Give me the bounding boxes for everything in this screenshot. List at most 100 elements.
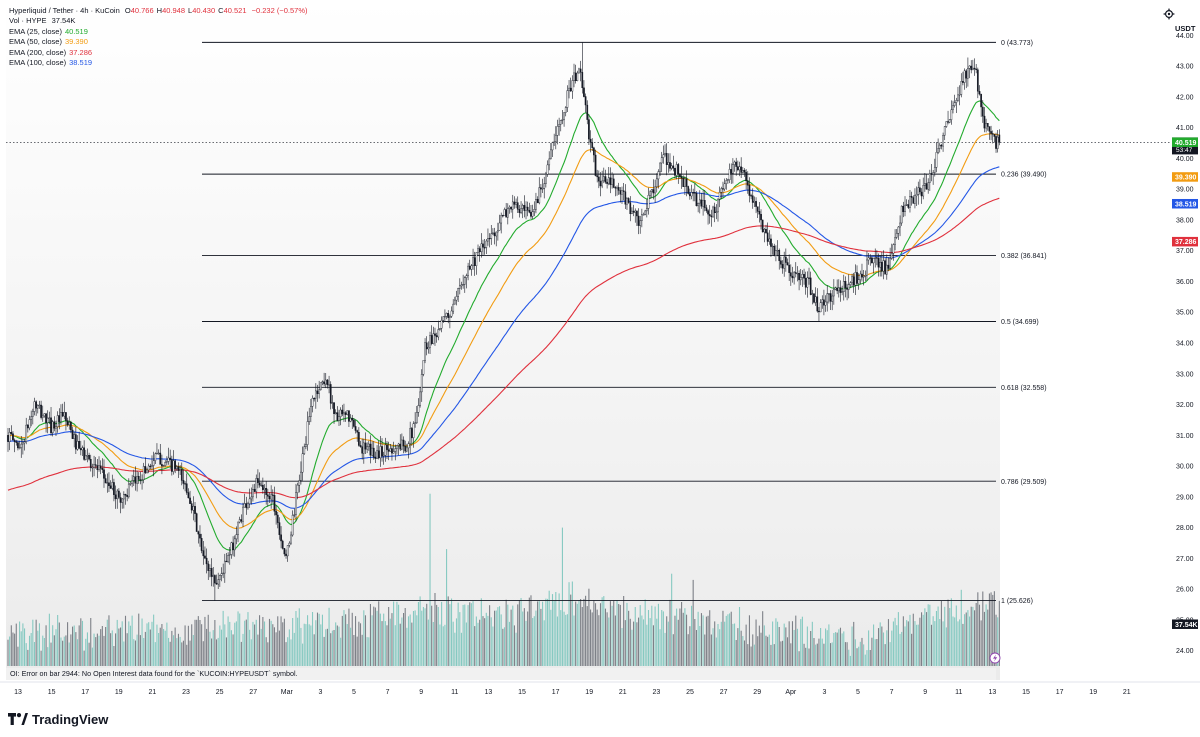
candle-body xyxy=(339,409,342,418)
ohlc-key-h: H xyxy=(156,6,163,15)
volume-bar xyxy=(379,613,381,666)
indicator-row[interactable]: EMA (100, close) 38.519 xyxy=(9,58,307,68)
candle-body xyxy=(65,412,67,421)
volume-bar xyxy=(914,621,916,666)
candle-body xyxy=(730,169,733,174)
volume-bar xyxy=(416,615,418,666)
volume-bar xyxy=(869,650,871,666)
ohlc-key-l: L xyxy=(188,6,193,15)
candle-body xyxy=(540,187,542,190)
time-tick-label: 19 xyxy=(115,689,123,696)
symbol-row[interactable]: Hyperliquid / Tether · 4h · KuCoin O40.7… xyxy=(9,6,307,16)
volume-bar xyxy=(843,631,845,666)
volume-bar xyxy=(403,613,405,666)
candle-body xyxy=(869,257,872,259)
volume-bar xyxy=(720,621,722,666)
candle-body xyxy=(113,482,115,495)
candle-body xyxy=(354,426,357,431)
volume-bar xyxy=(412,611,415,666)
candle-body xyxy=(505,209,508,218)
volume-bar xyxy=(361,634,363,666)
volume-bars xyxy=(7,493,1000,666)
volume-bar xyxy=(103,635,105,666)
candle-body xyxy=(498,222,501,231)
currency-label: USDT xyxy=(1175,24,1196,33)
volume-bar xyxy=(973,610,976,666)
candle-body xyxy=(526,206,529,211)
candle-body xyxy=(56,415,59,428)
volume-legend-row[interactable]: Vol · HYPE 37.54K xyxy=(9,16,307,26)
volume-bar xyxy=(881,626,883,666)
symbol-title[interactable]: Hyperliquid / Tether · 4h · KuCoin xyxy=(9,6,120,15)
candle-body xyxy=(545,173,547,184)
candle-body xyxy=(303,446,306,454)
volume-bar xyxy=(40,650,42,666)
candle-body xyxy=(917,187,920,195)
chart-settings-icon[interactable] xyxy=(1163,7,1175,20)
volume-bar xyxy=(336,625,338,666)
candle-body xyxy=(189,497,191,504)
candle-body xyxy=(260,484,263,487)
indicator-row[interactable]: EMA (25, close) 40.519 xyxy=(9,27,307,37)
volume-bar xyxy=(417,602,419,666)
volume-bar xyxy=(904,626,906,666)
volume-bar xyxy=(518,600,520,666)
candle-body xyxy=(275,511,277,516)
candle-body xyxy=(591,142,594,148)
candle-body xyxy=(781,264,784,269)
volume-bar xyxy=(818,638,820,666)
candle-body xyxy=(601,180,603,187)
volume-bar xyxy=(631,629,633,666)
fib-level-label: 0.236 (39.490) xyxy=(1001,172,1047,179)
candle-body xyxy=(659,162,661,172)
candle-body xyxy=(559,119,562,125)
candle-body xyxy=(846,287,848,290)
time-tick-label: 7 xyxy=(890,689,894,696)
volume-bar xyxy=(517,604,519,666)
volume-bar xyxy=(995,614,997,666)
volume-bar xyxy=(452,621,454,666)
candle-body xyxy=(687,186,690,194)
price-axis-badge-text: 40.519 xyxy=(1175,140,1197,147)
candle-body xyxy=(217,579,220,585)
candle-body xyxy=(316,390,319,394)
volume-bar xyxy=(916,624,918,666)
candle-body xyxy=(876,257,878,259)
volume-bar xyxy=(68,642,70,666)
volume-bar xyxy=(381,621,383,666)
candle-body xyxy=(882,260,885,272)
volume-bar xyxy=(93,633,95,666)
lightning-icon[interactable] xyxy=(989,652,1001,664)
volume-bar xyxy=(33,642,36,666)
volume-bar xyxy=(351,612,353,666)
volume-bar xyxy=(729,613,731,666)
volume-bar xyxy=(949,608,951,666)
candle-body xyxy=(382,454,385,457)
volume-bar xyxy=(674,615,676,666)
tradingview-logo[interactable]: TradingView xyxy=(8,711,108,727)
volume-bar xyxy=(163,629,165,666)
indicator-row[interactable]: EMA (50, close) 39.390 xyxy=(9,37,307,47)
volume-bar xyxy=(940,600,942,666)
candle-body xyxy=(528,210,531,213)
volume-bar xyxy=(945,627,947,666)
candle-body xyxy=(725,180,728,184)
volume-bar xyxy=(772,621,774,666)
candle-body xyxy=(439,328,441,330)
candle-body xyxy=(455,296,458,301)
volume-bar xyxy=(63,636,65,666)
indicator-row[interactable]: EMA (200, close) 37.286 xyxy=(9,48,307,58)
candle-body xyxy=(401,439,403,450)
volume-bar xyxy=(22,623,24,666)
volume-bar xyxy=(829,643,832,666)
candle-body xyxy=(465,275,468,278)
volume-bar xyxy=(638,617,640,666)
price-axis-badge-text: 37.54K xyxy=(1175,622,1198,629)
volume-bar xyxy=(801,616,803,666)
volume-bar xyxy=(384,621,386,666)
volume-bar xyxy=(184,625,186,666)
candle-body xyxy=(175,466,178,469)
volume-bar xyxy=(394,625,396,666)
volume-bar xyxy=(146,623,148,666)
